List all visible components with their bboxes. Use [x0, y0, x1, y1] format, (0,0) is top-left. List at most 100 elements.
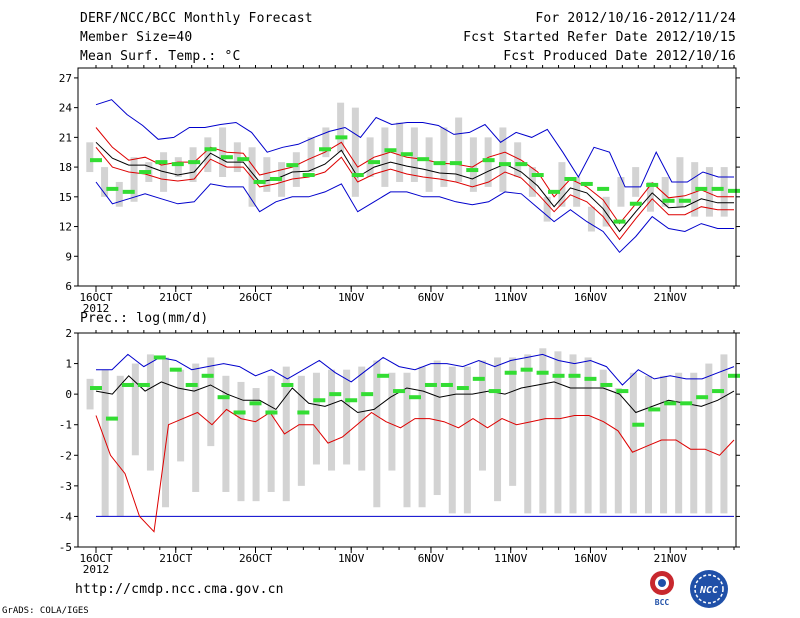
prec-spread-box: [358, 366, 366, 471]
temp-ensemble-mean-marker: [171, 162, 184, 167]
temp-spread-box: [469, 137, 477, 192]
prec-ensemble-mean-marker: [536, 370, 549, 375]
temp-y-tick-label: 18: [59, 161, 72, 174]
prec-spread-box: [222, 375, 230, 492]
source-url[interactable]: http://cmdp.ncc.cma.gov.cn: [75, 582, 284, 597]
prec-spread-box: [101, 369, 109, 517]
temp-ensemble-mean-marker: [728, 188, 740, 193]
prec-spread-box: [86, 378, 94, 410]
temp-spread-box: [219, 127, 227, 177]
temp-ensemble-mean-marker: [237, 157, 250, 162]
prec-ensemble-mean-marker: [153, 355, 166, 360]
refer-date: Fcst Started Refer Date 2012/10/15: [463, 30, 736, 45]
temp-spread-box: [543, 196, 551, 222]
prec-ensemble-mean-marker: [632, 422, 645, 427]
prec-y-tick-label: -4: [59, 510, 73, 523]
temp-inner-lower-line: [95, 146, 734, 241]
temp-spread-box: [307, 137, 315, 173]
prec-spread-box: [524, 354, 532, 514]
temp-spread-box: [189, 147, 197, 182]
prec-ensemble-mean-marker: [664, 401, 677, 406]
prec-ensemble-mean-marker: [472, 376, 485, 381]
prec-x-tick-label: 21OCT: [159, 552, 192, 565]
temp-ensemble-mean-marker: [515, 162, 528, 167]
prec-ensemble-mean-marker: [680, 401, 693, 406]
temp-spread-box: [705, 167, 713, 217]
prec-x-tick-label: 21NOV: [654, 552, 687, 565]
temp-ensemble-mean-marker: [351, 173, 364, 178]
prec-ensemble-mean-marker: [648, 407, 661, 412]
prec-spread-box: [494, 357, 502, 502]
temp-ensemble-mean-marker: [678, 198, 691, 203]
temp-ensemble-mean-marker: [449, 161, 462, 166]
temp-spread-box: [396, 122, 404, 182]
prec-ensemble-mean-marker: [201, 373, 214, 378]
temp-ensemble-mean-marker: [269, 176, 282, 181]
prec-ensemble-mean-marker: [584, 376, 597, 381]
prec-spread-box: [539, 348, 547, 514]
temp-ensemble-mean-marker: [646, 182, 659, 187]
prec-spread-box: [192, 363, 200, 492]
temp-ensemble-mean-marker: [597, 186, 610, 191]
temp-outer-upper-line: [95, 99, 734, 188]
temp-ensemble-mean-marker: [188, 160, 201, 165]
temp-ensemble-mean-marker: [662, 198, 675, 203]
temp-ensemble-mean-marker: [122, 189, 135, 194]
prec-spread-box: [418, 366, 426, 508]
prec-ensemble-mean-marker: [616, 389, 629, 394]
prec-y-tick-label: 1: [65, 358, 72, 371]
prec-ensemble-mean-marker: [169, 367, 182, 372]
temp-x-tick-label: 1NOV: [338, 291, 365, 304]
temp-ensemble-mean-marker: [548, 189, 561, 194]
prec-ensemble-mean-marker: [281, 382, 294, 387]
prec-ensemble-mean-marker: [456, 386, 469, 391]
temp-y-tick-label: 27: [59, 72, 72, 85]
prec-spread-box: [599, 369, 607, 514]
prec-spread-box: [660, 375, 668, 514]
prec-spread-box: [116, 375, 124, 517]
prec-spread-box: [237, 381, 245, 502]
prec-ensemble-mean-marker: [361, 392, 374, 397]
prec-spread-box: [252, 388, 260, 502]
prec-spread-box: [388, 372, 396, 471]
temp-spread-box: [101, 167, 109, 197]
prec-plot-group: -5 -4 -3 -2 -1 0 1 2 16OCT 21OCT 26OCT 1NOV 6NOV 11NO…: [59, 327, 740, 576]
prec-outer-upper-line: [96, 353, 735, 386]
prec-spread-box: [584, 357, 592, 514]
temp-y-tick-label: 12: [59, 221, 72, 234]
temp-spread-box: [381, 127, 389, 187]
bcc-logo-text: BCC: [655, 598, 670, 607]
prec-spread-box: [569, 354, 577, 514]
temp-ensemble-mean-marker: [368, 160, 381, 165]
temp-plot-group: 6 9 12 15 18 21 24 27 16OCT 21OCT 26OCT 1NOV 6NOV 11N…: [59, 65, 740, 315]
temp-ensemble-mean-marker: [302, 173, 315, 178]
prec-y-tick-label: 2: [65, 327, 72, 340]
temp-ensemble-mean-marker: [695, 186, 708, 191]
temp-x-tick-label: 16NOV: [574, 291, 607, 304]
temp-spread-box: [632, 167, 640, 197]
temp-spread-box: [351, 107, 359, 197]
prec-ensemble-mean-marker: [728, 373, 740, 378]
temp-ensemble-mean-marker: [220, 155, 233, 160]
prec-ensemble-mean-marker: [345, 398, 358, 403]
prec-plot-frame: [77, 332, 737, 548]
prec-ensemble-mean-marker: [217, 395, 230, 400]
prec-spread-box: [177, 369, 185, 462]
temp-year-label: 2012: [83, 302, 110, 315]
variable-label: Mean Surf. Temp.: °C: [80, 49, 241, 64]
prec-spread-box: [403, 372, 411, 508]
prec-ensemble-mean-marker: [249, 401, 262, 406]
temp-spread-box: [115, 181, 123, 207]
prec-ensemble-mean-marker: [265, 410, 278, 415]
prec-spread-box: [644, 375, 652, 514]
temp-spread-box: [661, 177, 669, 207]
temp-x-tick-label: 21NOV: [654, 291, 687, 304]
temp-spread-box: [691, 162, 699, 217]
temp-plot-frame: [77, 67, 737, 287]
temp-x-tick-label: 21OCT: [159, 291, 192, 304]
prec-ensemble-mean-marker: [409, 395, 421, 400]
prec-y-tick-label: 0: [65, 388, 72, 401]
prec-ensemble-mean-marker: [121, 382, 134, 387]
temp-spread-box: [617, 177, 625, 207]
